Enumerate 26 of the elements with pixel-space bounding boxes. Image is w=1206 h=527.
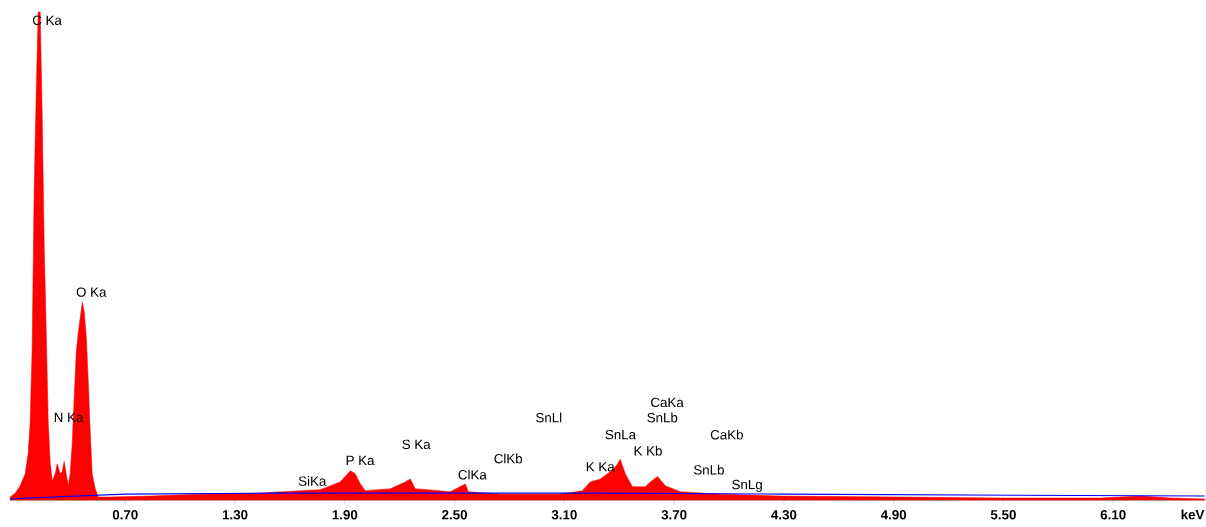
annotation: SiKa: [298, 476, 327, 486]
x-tick-label: 6.10: [1100, 510, 1126, 520]
x-tick-label: 3.10: [551, 510, 577, 520]
annotation: ClKa: [458, 469, 487, 480]
annotation: SnLg: [732, 479, 762, 492]
annotation: SnLl: [536, 412, 562, 423]
annotation: K Kb: [634, 445, 662, 456]
x-tick-label: 1.90: [332, 510, 358, 520]
annotation: SnLa: [605, 429, 637, 440]
x-axis-title: keV: [1181, 509, 1205, 520]
x-tick-label: 3.70: [661, 510, 687, 520]
annotation: CaKa: [651, 397, 684, 408]
annotation: ClKb: [494, 453, 523, 464]
annotation: K Ka: [586, 462, 615, 472]
annotation: O Ka: [76, 287, 107, 297]
x-tick-label: 0.70: [112, 510, 138, 520]
annotation: CaKb: [710, 429, 743, 440]
x-tick-label: 4.90: [880, 510, 907, 520]
x-tick-label: 1.30: [222, 510, 248, 520]
annotation: SnLb: [693, 464, 724, 475]
x-tick-label: 2.50: [442, 510, 468, 520]
annotation: P Ka: [346, 455, 375, 466]
annotation: SnLb: [647, 412, 678, 423]
annotation: S Ka: [402, 439, 431, 450]
x-tick-label: 5.50: [990, 510, 1016, 520]
x-tick-label: 4.30: [771, 510, 797, 520]
